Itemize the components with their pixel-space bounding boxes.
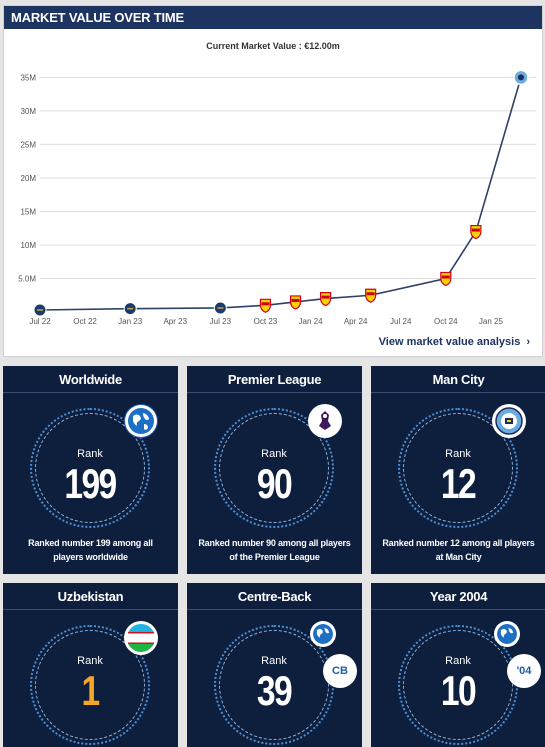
market-value-header: MARKET VALUE OVER TIME: [4, 6, 542, 29]
rank-ring: Rank 199: [30, 408, 150, 528]
position-badge: CB: [323, 654, 357, 688]
rank-label: Rank: [261, 655, 287, 667]
ranking-card-worldwide: Worldwide Rank 199 Ranked number 199 amo…: [3, 366, 178, 574]
man-city-crest: [492, 404, 526, 438]
rank-label: Rank: [445, 448, 471, 460]
x-tick-label: Apr 24: [344, 317, 368, 326]
rank-ring: Rank 1: [30, 625, 150, 745]
data-point-lens: [440, 271, 452, 287]
x-tick-label: Jan 23: [118, 317, 143, 326]
rank-label: Rank: [77, 655, 103, 667]
rank-description: Ranked number 199 among all players worl…: [28, 538, 153, 562]
ranking-card-year-2004: Year 2004 Rank 10 '04: [371, 583, 545, 747]
ranking-card-centre-back: Centre-Back Rank 39 CB: [187, 583, 362, 747]
data-point-lens: [289, 295, 302, 310]
x-tick-label: Jan 25: [479, 317, 504, 326]
card-title: Man City: [371, 366, 545, 393]
rank-number: 39: [256, 667, 293, 714]
data-point-mallorca: [123, 302, 137, 316]
y-tick-label: 35M: [20, 73, 36, 82]
data-point-lens: [259, 298, 272, 313]
rank-number: 1: [81, 667, 100, 714]
year-badge: '04: [507, 654, 541, 688]
market-value-line: [39, 77, 522, 311]
rank-description: Ranked number 90 among all players of th…: [198, 538, 351, 562]
x-tick-label: Jul 23: [210, 317, 232, 326]
ranking-card-premier-league: Premier League Rank 90 Ranked number 90 …: [187, 366, 362, 574]
rank-label: Rank: [77, 448, 103, 460]
card-title: Worldwide: [3, 366, 178, 393]
market-value-analysis-link[interactable]: View market value analysis ›: [378, 336, 530, 348]
card-title: Premier League: [187, 366, 362, 393]
chevron-right-icon: ›: [526, 336, 530, 348]
y-tick-label: 15M: [20, 207, 36, 216]
card-title: Centre-Back: [187, 583, 362, 610]
rank-number: 10: [440, 667, 477, 714]
x-tick-label: Jan 24: [299, 317, 324, 326]
x-tick-label: Oct 23: [254, 317, 278, 326]
y-tick-label: 5.0M: [18, 274, 36, 283]
x-tick-label: Apr 23: [163, 317, 187, 326]
y-tick-label: 20M: [20, 174, 36, 183]
data-point-lens: [365, 288, 377, 303]
data-point-mallorca: [213, 301, 227, 315]
rank-description: Ranked number 12 among all players at Ma…: [382, 538, 535, 562]
ranking-card-uzbekistan: Uzbekistan Rank 1: [3, 583, 178, 747]
rank-ring: Rank 12: [398, 408, 518, 528]
rank-label: Rank: [261, 448, 287, 460]
y-tick-label: 10M: [20, 241, 36, 250]
data-point-lens: [319, 291, 332, 307]
rank-number: 90: [256, 460, 293, 507]
x-tick-label: Oct 22: [73, 317, 97, 326]
y-tick-label: 30M: [20, 107, 36, 116]
rank-number: 199: [64, 460, 117, 507]
rank-number: 12: [440, 460, 477, 507]
globe-icon: [310, 621, 336, 647]
market-value-panel: MARKET VALUE OVER TIME Current Market Va…: [3, 5, 543, 357]
x-tick-label: Jul 24: [390, 317, 412, 326]
current-market-value: Current Market Value : €12.00m: [206, 41, 340, 51]
x-tick-label: Oct 24: [434, 317, 458, 326]
market-value-chart[interactable]: 35M 30M 25M 20M 15M 10M 5.0M Jul 22 Oct 22 Jan 23…: [4, 29, 544, 329]
globe-icon: [124, 404, 158, 438]
ranking-card-man-city: Man City Rank 12 Ranked number 12 among …: [371, 366, 545, 574]
card-title: Year 2004: [371, 583, 545, 610]
rank-label: Rank: [445, 655, 471, 667]
premier-league-logo: [308, 404, 342, 438]
rank-ring: Rank 90: [214, 408, 334, 528]
x-tick-label: Jul 22: [29, 317, 51, 326]
globe-icon: [494, 621, 520, 647]
data-point-lens: [470, 224, 482, 240]
data-point-mallorca: [33, 303, 47, 317]
data-point-man-city: [513, 69, 529, 86]
uzbekistan-flag-icon: [124, 621, 158, 655]
card-title: Uzbekistan: [3, 583, 178, 610]
y-tick-label: 25M: [20, 140, 36, 149]
